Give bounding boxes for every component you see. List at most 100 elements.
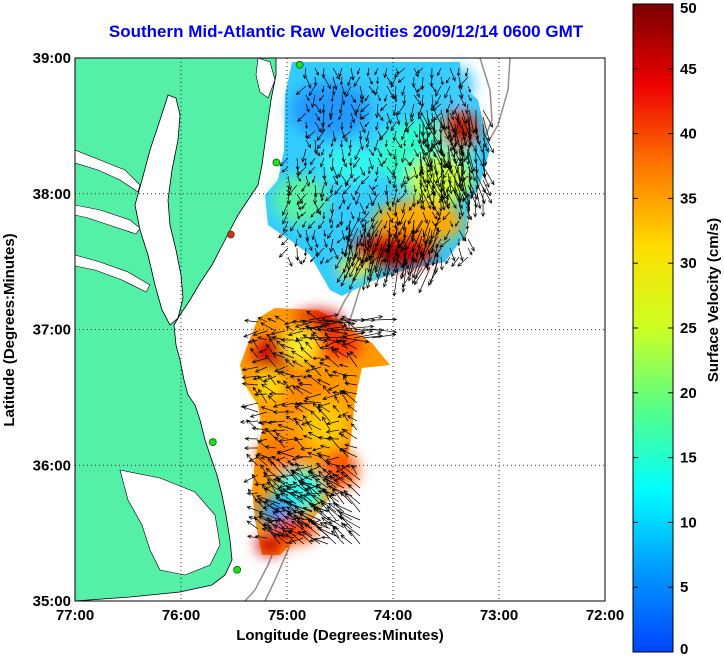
current-vector: [311, 229, 316, 241]
current-vector: [269, 337, 277, 350]
current-vector: [384, 184, 389, 196]
current-vector: [296, 211, 300, 220]
current-vector: [272, 410, 286, 415]
current-vector: [246, 534, 259, 539]
current-vector: [344, 251, 359, 280]
current-vector: [283, 380, 295, 395]
current-vector: [309, 157, 316, 166]
current-vector: [334, 503, 353, 513]
current-vector: [332, 488, 345, 505]
current-vector: [461, 193, 470, 211]
current-vector: [296, 193, 303, 205]
current-vector: [401, 85, 406, 97]
current-vector: [405, 235, 415, 251]
current-vector: [430, 227, 439, 254]
current-vector: [350, 103, 358, 117]
current-vector: [398, 219, 407, 236]
current-vector: [278, 247, 289, 258]
current-vector: [258, 388, 268, 404]
current-vector: [308, 503, 329, 513]
current-vector: [319, 184, 325, 198]
current-vector: [341, 428, 358, 440]
current-vector: [346, 243, 351, 262]
current-vector: [303, 399, 322, 404]
pamlico-sound: [119, 469, 221, 576]
current-vector: [302, 220, 307, 229]
current-vector: [326, 324, 346, 330]
current-vector: [344, 381, 358, 386]
current-vector: [366, 67, 370, 77]
current-vector: [447, 193, 457, 210]
current-vector: [366, 259, 375, 281]
current-vector: [305, 229, 310, 242]
current-vector: [310, 211, 316, 218]
velocity-field-north: [265, 62, 490, 296]
current-vector: [303, 247, 308, 257]
current-vector: [315, 247, 325, 257]
current-vector: [482, 165, 495, 186]
current-vector: [349, 157, 353, 167]
current-vector: [392, 148, 397, 160]
current-vector: [333, 348, 349, 359]
current-vector: [371, 317, 398, 322]
current-vector: [243, 330, 259, 338]
current-vector: [308, 313, 339, 321]
current-vector: [267, 318, 277, 323]
current-vector: [310, 410, 322, 422]
current-vector: [316, 378, 331, 386]
current-vector: [291, 319, 304, 324]
current-vector: [400, 148, 406, 164]
current-vector: [309, 256, 316, 263]
colorbar-tick-label: 5: [680, 579, 688, 596]
current-vector: [303, 474, 313, 479]
current-vector: [275, 456, 286, 462]
current-vector: [286, 193, 291, 205]
current-vector: [309, 471, 329, 481]
current-vector: [331, 530, 345, 545]
current-vector: [287, 537, 304, 544]
current-vector: [433, 165, 441, 188]
current-vector: [458, 148, 463, 163]
current-vector: [364, 94, 370, 102]
current-vector: [287, 512, 305, 529]
current-vector: [454, 193, 463, 210]
current-vector: [384, 94, 388, 103]
colorbar-tick-label: 35: [680, 190, 697, 207]
current-vector: [383, 67, 388, 79]
current-vector: [399, 211, 406, 226]
current-vector: [445, 256, 451, 265]
current-vector: [305, 341, 313, 350]
current-vector: [244, 318, 259, 323]
current-vector: [367, 166, 371, 175]
current-vector: [427, 235, 439, 255]
current-vector: [300, 511, 321, 521]
current-vector: [291, 456, 304, 461]
current-vector: [383, 243, 391, 264]
grid-lines: [75, 58, 605, 601]
current-vector: [295, 247, 300, 262]
current-vector: [422, 219, 431, 238]
current-vector: [302, 256, 307, 264]
current-vector: [342, 390, 358, 404]
current-vector: [434, 220, 442, 226]
current-vector: [368, 148, 375, 157]
current-vector: [413, 130, 418, 138]
current-vector: [296, 337, 304, 350]
current-vector: [282, 202, 289, 216]
lon-tick-label: 77:00: [56, 607, 94, 624]
current-vector: [368, 76, 373, 85]
current-vector: [349, 121, 353, 130]
current-vector: [297, 112, 307, 123]
current-vector: [440, 186, 449, 201]
current-vector: [246, 506, 259, 512]
current-vector: [335, 256, 343, 270]
current-vector: [296, 193, 307, 206]
current-vector: [274, 436, 286, 449]
current-vector: [356, 67, 361, 75]
current-vector: [482, 130, 494, 154]
current-vector: [359, 94, 364, 104]
current-vector: [419, 186, 432, 210]
current-vector: [458, 94, 466, 107]
lon-tick-label: 75:00: [268, 607, 306, 624]
current-vector: [311, 94, 316, 109]
